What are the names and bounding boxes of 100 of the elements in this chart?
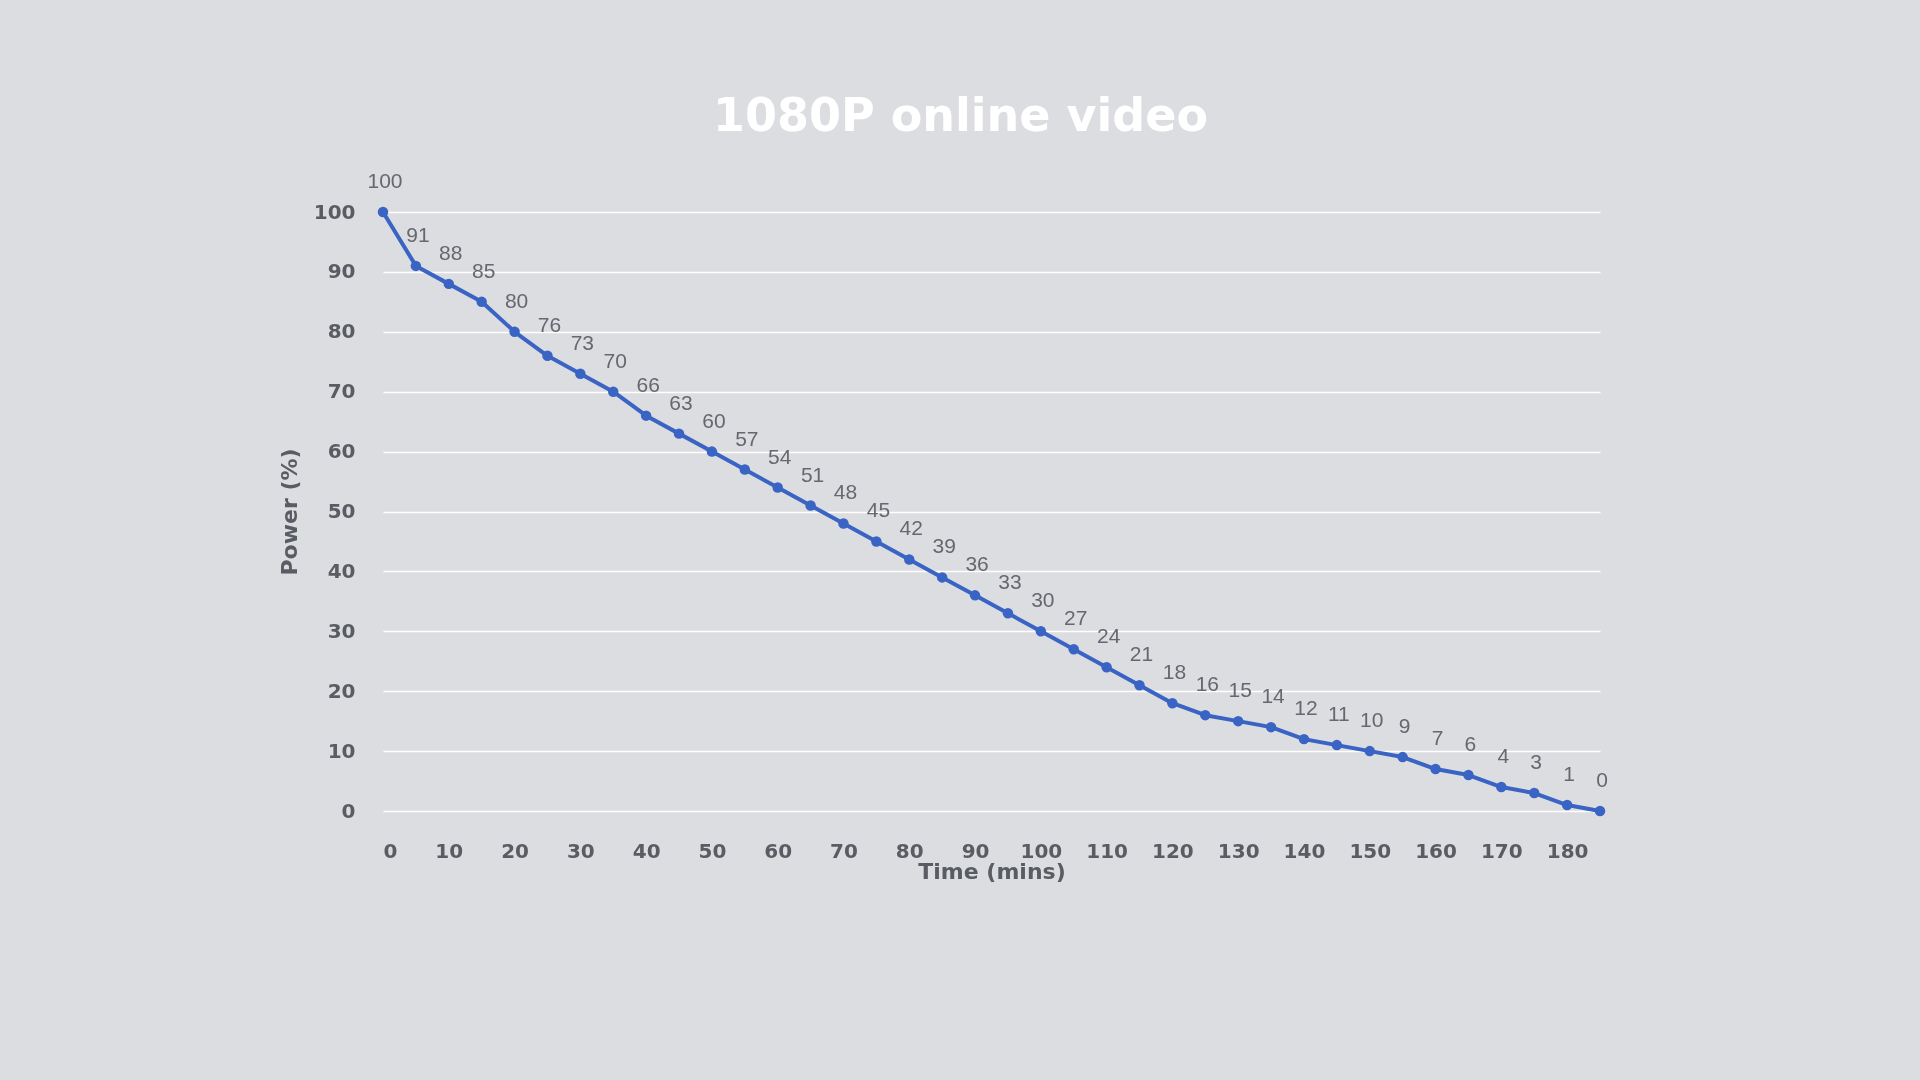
- data-label: 66: [636, 372, 660, 396]
- y-tick-label: 80: [327, 319, 356, 344]
- point: [575, 368, 586, 379]
- point: [1430, 763, 1441, 775]
- point: [936, 572, 948, 583]
- data-label: 12: [1294, 696, 1318, 720]
- x-tick-label: 10: [435, 838, 464, 863]
- x-tick-label: 0: [383, 838, 398, 863]
- point: [739, 464, 751, 475]
- y-tick-label: 90: [327, 259, 356, 284]
- y-tick-label: 40: [327, 558, 356, 583]
- point: [1002, 608, 1014, 619]
- data-label: 39: [932, 534, 956, 558]
- data-label: 4: [1497, 744, 1510, 768]
- point: [969, 590, 981, 601]
- data-label: 54: [768, 444, 792, 468]
- point: [640, 410, 652, 421]
- point: [838, 518, 849, 529]
- data-label: 3: [1530, 750, 1543, 774]
- point: [1101, 662, 1112, 673]
- data-label: 45: [866, 498, 891, 522]
- x-tick-label: 120: [1152, 838, 1194, 863]
- point: [904, 554, 915, 565]
- data-label: 85: [472, 258, 496, 282]
- y-tick-label: 100: [313, 199, 356, 224]
- data-label: 76: [537, 312, 562, 336]
- point: [1134, 679, 1145, 691]
- point: [443, 278, 455, 290]
- data-label: 7: [1431, 726, 1444, 750]
- data-label: 42: [899, 516, 923, 540]
- y-axis-title: Power (%): [276, 448, 302, 576]
- y-tick-label: 50: [327, 499, 356, 523]
- data-label: 18: [1162, 660, 1187, 684]
- data-label: 60: [702, 408, 726, 432]
- x-tick-label: 50: [698, 838, 727, 863]
- x-tick-label: 30: [566, 838, 595, 863]
- point: [1068, 644, 1079, 655]
- point: [1232, 715, 1244, 727]
- point: [1200, 709, 1211, 721]
- point: [1397, 751, 1408, 763]
- y-tick-label: 0: [341, 798, 356, 823]
- point: [608, 386, 619, 397]
- x-tick-label: 160: [1415, 838, 1457, 863]
- x-tick-label: 150: [1349, 838, 1392, 863]
- data-label: 33: [998, 570, 1022, 594]
- data-label: 63: [669, 390, 693, 414]
- point: [1528, 787, 1540, 799]
- data-label: 57: [735, 426, 759, 450]
- point: [1364, 745, 1375, 757]
- y-tick-label: 70: [327, 379, 356, 404]
- data-label: 6: [1464, 732, 1477, 756]
- x-tick-label: 140: [1283, 838, 1326, 863]
- x-tick-label: 20: [501, 838, 529, 863]
- point: [1594, 805, 1606, 817]
- data-label: 16: [1195, 672, 1219, 696]
- data-label: 30: [1031, 588, 1055, 612]
- data-label: 0: [1596, 768, 1608, 791]
- data-label: 70: [603, 348, 627, 372]
- y-tick-label: 60: [327, 439, 356, 464]
- x-tick-label: 70: [830, 838, 858, 863]
- point: [1561, 799, 1573, 811]
- point: [706, 446, 718, 457]
- data-label: 10: [1360, 708, 1384, 732]
- y-tick-label: 20: [327, 678, 356, 703]
- point: [1298, 733, 1310, 745]
- data-label: 27: [1064, 606, 1088, 630]
- data-label: 21: [1129, 642, 1154, 666]
- data-label: 24: [1096, 624, 1121, 648]
- y-tick-label: 30: [327, 618, 356, 643]
- point: [1035, 626, 1047, 637]
- data-label: 9: [1398, 714, 1411, 738]
- data-label: 88: [439, 240, 463, 264]
- point: [476, 296, 487, 308]
- point: [1331, 739, 1343, 751]
- point: [377, 206, 389, 218]
- point: [542, 350, 553, 361]
- point: [772, 482, 783, 493]
- data-label: 80: [504, 288, 529, 312]
- data-label: 48: [833, 480, 858, 504]
- point: [410, 260, 422, 272]
- x-tick-label: 130: [1217, 838, 1260, 863]
- x-tick-label: 180: [1546, 838, 1589, 863]
- point: [509, 326, 520, 338]
- data-label: 91: [406, 222, 430, 246]
- y-tick-label: 10: [327, 738, 356, 763]
- x-tick-label: 110: [1086, 838, 1128, 863]
- data-label: 1: [1563, 762, 1575, 786]
- x-tick-label: 170: [1480, 838, 1523, 863]
- data-label: 15: [1228, 678, 1252, 702]
- data-label: 73: [570, 330, 595, 354]
- data-label: 51: [800, 462, 825, 486]
- x-tick-label: 60: [764, 838, 793, 863]
- x-tick-label: 40: [632, 838, 661, 863]
- point: [673, 428, 685, 439]
- data-label: 11: [1327, 702, 1350, 726]
- data-label: 14: [1261, 684, 1286, 708]
- point: [1463, 769, 1474, 781]
- point: [1496, 781, 1507, 793]
- point: [1265, 721, 1277, 733]
- point: [805, 500, 816, 511]
